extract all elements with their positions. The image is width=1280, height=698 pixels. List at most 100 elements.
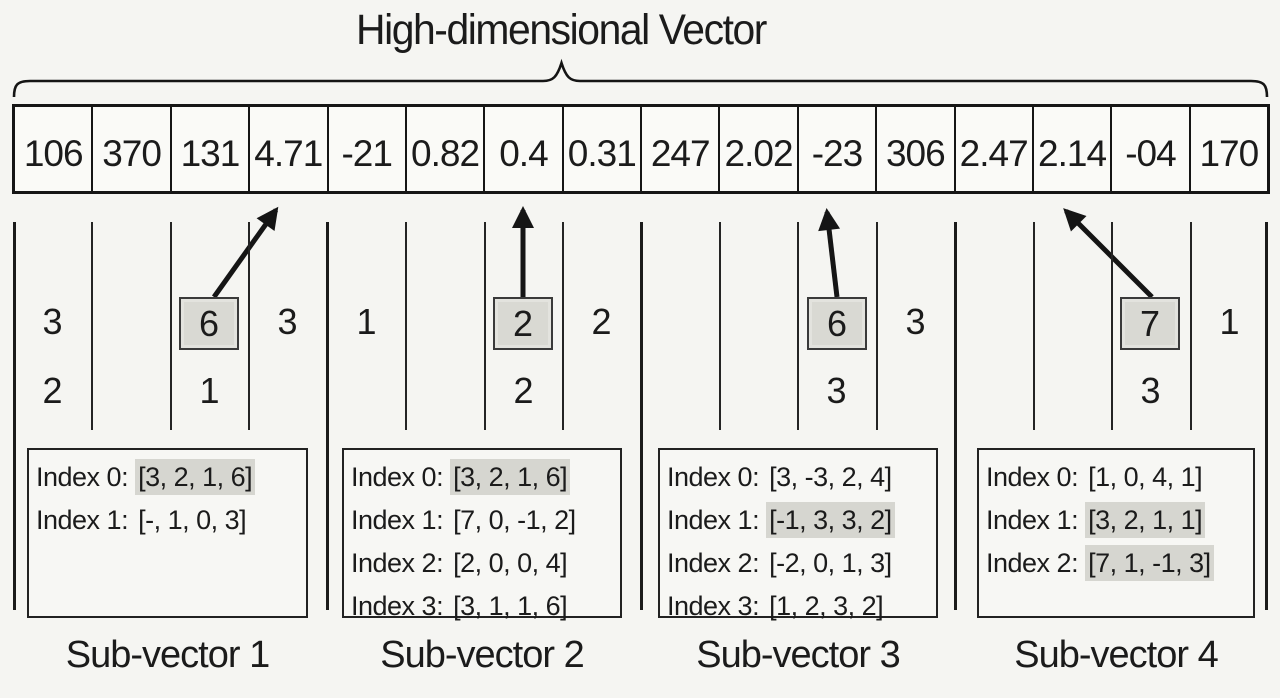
index-row: Index 0: [3, -3, 2, 4] xyxy=(667,456,936,499)
index-values: [3, 2, 1, 6] xyxy=(135,459,256,495)
column-line xyxy=(562,222,564,430)
vector-cell: 247 xyxy=(640,107,718,191)
column-line xyxy=(797,222,799,430)
codebook-box: Index 0: [1, 0, 4, 1] Index 1: [3, 2, 1, 1… xyxy=(977,448,1255,618)
index-values: [3, 1, 1, 6] xyxy=(453,591,568,621)
index-label: Index 3: xyxy=(667,591,760,621)
codebook-box: Index 0: [3, 2, 1, 6] Index 1: [7, 0, -1, … xyxy=(342,448,622,621)
quantized-value: 2 xyxy=(591,301,612,342)
index-row: Index 0: [3, 2, 1, 6] xyxy=(36,456,306,499)
index-row: Index 2: [7, 1, -1, 3] xyxy=(986,542,1253,585)
brace-icon xyxy=(12,58,1269,98)
quantized-value: 2 xyxy=(513,370,534,411)
vector-cell: 0.4 xyxy=(483,107,561,191)
mapping-arrows xyxy=(211,206,1154,299)
index-values: [3, 2, 1, 1] xyxy=(1085,502,1206,538)
index-label: Index 0: xyxy=(351,462,444,492)
vector-cell: 131 xyxy=(169,107,248,191)
index-label: Index 0: xyxy=(36,462,129,492)
index-values: [7, 0, -1, 2] xyxy=(453,505,576,535)
vector-cell: -21 xyxy=(326,107,405,191)
vector-cell: 2.14 xyxy=(1031,107,1110,191)
index-label: Index 2: xyxy=(667,548,760,578)
quantized-value: 3 xyxy=(277,301,298,342)
index-values: [1, 0, 4, 1] xyxy=(1088,462,1203,492)
vector-cell: 2.47 xyxy=(953,107,1032,191)
column-line xyxy=(1190,222,1192,430)
group-divider xyxy=(326,222,329,610)
arrow-up-right-icon xyxy=(211,206,279,299)
vector-cell: 306 xyxy=(875,107,953,191)
subvector-label: Sub-vector 1 xyxy=(65,634,270,676)
selected-index-box: 6 xyxy=(807,297,867,350)
vector-cell: 4.71 xyxy=(248,107,326,191)
vector-cell: -23 xyxy=(796,107,875,191)
column-line xyxy=(170,222,172,430)
index-row: Index 3: [3, 1, 1, 6] xyxy=(351,585,620,628)
quantized-value: 1 xyxy=(199,370,220,411)
index-values: [-, 1, 0, 3] xyxy=(138,505,247,535)
column-line xyxy=(1033,222,1035,430)
quantized-value: 2 xyxy=(42,370,63,411)
codebook-box: Index 0: [3, -3, 2, 4] Index 1: [-1, 3, 3,… xyxy=(658,448,938,621)
index-label: Index 0: xyxy=(667,462,760,492)
index-values: [-1, 3, 3, 2] xyxy=(766,502,895,538)
index-label: Index 1: xyxy=(667,505,760,535)
quantized-value: 1 xyxy=(1219,301,1240,342)
index-values: [3, -3, 2, 4] xyxy=(769,462,892,492)
group-divider xyxy=(13,222,16,610)
group-divider xyxy=(954,222,957,610)
vector-cell: 170 xyxy=(1188,107,1267,191)
index-label: Index 1: xyxy=(36,505,129,535)
index-label: Index 1: xyxy=(351,505,444,535)
subvector-label: Sub-vector 4 xyxy=(1014,634,1218,676)
index-values: [7, 1, -1, 3] xyxy=(1085,545,1214,581)
index-row: Index 3: [1, 2, 3, 2] xyxy=(667,585,936,628)
group-divider xyxy=(640,222,643,610)
index-label: Index 1: xyxy=(986,505,1079,535)
arrow-up-icon xyxy=(818,208,841,298)
index-row: Index 2: [-2, 0, 1, 3] xyxy=(667,542,936,585)
quantized-value: 3 xyxy=(1140,370,1161,411)
vector-cell: 0.82 xyxy=(404,107,483,191)
subvector-label: Sub-vector 3 xyxy=(696,634,900,676)
quantized-value: 3 xyxy=(826,370,847,411)
arrow-up-left-icon xyxy=(1063,208,1154,299)
index-row: Index 1: [7, 0, -1, 2] xyxy=(351,499,620,542)
codebook-box: Index 0: [3, 2, 1, 6] Index 1: [-, 1, 0, 3… xyxy=(27,448,308,618)
column-line xyxy=(248,222,250,430)
group-divider xyxy=(1265,222,1268,610)
quantized-value: 3 xyxy=(42,301,63,342)
index-values: [3, 2, 1, 6] xyxy=(450,459,571,495)
subvector-label: Sub-vector 2 xyxy=(380,634,584,676)
quantized-value: 1 xyxy=(356,301,377,342)
index-label: Index 3: xyxy=(351,591,444,621)
vector-cell: 106 xyxy=(23,133,84,174)
index-values: [2, 0, 0, 4] xyxy=(453,548,568,578)
column-line xyxy=(484,222,486,430)
vector-cell: -04 xyxy=(1110,107,1188,191)
vector-cell: 2.02 xyxy=(718,107,796,191)
column-line xyxy=(1111,222,1113,430)
index-row: Index 1: [-, 1, 0, 3] xyxy=(36,499,306,542)
vector-cell: 0.31 xyxy=(561,107,640,191)
index-label: Index 0: xyxy=(986,462,1079,492)
index-label: Index 2: xyxy=(351,548,444,578)
index-row: Index 0: [3, 2, 1, 6] xyxy=(351,456,620,499)
selected-index-box: 7 xyxy=(1120,297,1180,350)
selected-index-box: 2 xyxy=(493,297,553,350)
index-row: Index 2: [2, 0, 0, 4] xyxy=(351,542,620,585)
column-line xyxy=(91,222,93,430)
index-label: Index 2: xyxy=(986,548,1079,578)
index-row: Index 0: [1, 0, 4, 1] xyxy=(986,456,1253,499)
index-values: [1, 2, 3, 2] xyxy=(769,591,884,621)
column-line xyxy=(405,222,407,430)
index-row: Index 1: [3, 2, 1, 1] xyxy=(986,499,1253,542)
page-title: High-dimensional Vector xyxy=(355,6,767,54)
vector-row: 106 370 131 4.71 -21 0.82 0.4 0.31 247 2… xyxy=(12,104,1270,194)
index-row: Index 1: [-1, 3, 3, 2] xyxy=(667,499,936,542)
quantized-value: 3 xyxy=(905,301,926,342)
index-values: [-2, 0, 1, 3] xyxy=(769,548,892,578)
column-line xyxy=(876,222,878,430)
